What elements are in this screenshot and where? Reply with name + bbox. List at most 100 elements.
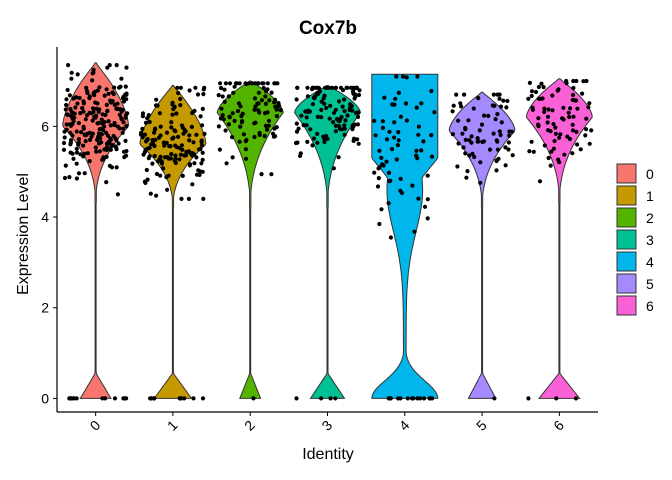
data-point: [263, 89, 269, 94]
data-point: [414, 105, 419, 110]
data-point: [377, 221, 382, 227]
data-point: [99, 140, 104, 145]
data-point: [462, 92, 467, 97]
data-point: [99, 132, 104, 137]
data-point: [83, 139, 88, 144]
data-point: [305, 94, 310, 99]
data-point: [164, 130, 170, 135]
data-point: [120, 96, 125, 101]
legend-key: [616, 251, 637, 272]
data-point: [466, 118, 471, 123]
data-point: [193, 85, 198, 90]
data-point: [527, 80, 533, 85]
data-point: [553, 125, 558, 130]
data-point: [200, 106, 205, 111]
data-point: [64, 102, 69, 108]
data-point: [65, 87, 70, 93]
data-point: [108, 123, 113, 128]
data-point: [160, 166, 165, 171]
y-tick-label: 2: [41, 300, 49, 316]
data-point: [396, 138, 401, 143]
data-point: [506, 147, 511, 152]
data-point: [412, 229, 417, 234]
data-point: [328, 396, 333, 401]
data-point: [87, 96, 92, 101]
data-point: [331, 166, 336, 171]
y-tick-label: 6: [41, 118, 49, 134]
data-point: [380, 125, 386, 130]
data-point: [556, 157, 561, 162]
data-point: [186, 196, 191, 201]
data-point: [178, 103, 183, 108]
data-point: [74, 146, 79, 151]
data-point: [238, 104, 243, 109]
data-point: [548, 163, 553, 168]
data-point: [148, 191, 153, 196]
data-point: [333, 123, 338, 128]
data-point: [587, 141, 592, 146]
data-point: [551, 122, 556, 127]
data-point: [355, 114, 361, 119]
data-point: [419, 101, 424, 106]
data-point: [319, 115, 324, 120]
data-point: [324, 134, 329, 139]
data-point: [200, 396, 206, 401]
data-point: [394, 157, 399, 162]
data-point: [348, 102, 353, 107]
data-point: [337, 99, 342, 104]
data-point: [172, 128, 177, 133]
data-point: [68, 150, 73, 155]
data-point: [150, 161, 155, 166]
data-point: [140, 114, 145, 119]
data-point: [182, 396, 187, 401]
data-point: [230, 111, 235, 116]
data-point: [121, 126, 126, 131]
data-point: [123, 84, 128, 89]
data-point: [583, 133, 588, 138]
data-point: [548, 129, 553, 134]
data-point: [176, 134, 181, 139]
data-point: [90, 71, 95, 76]
data-point: [68, 107, 73, 112]
data-point: [192, 108, 197, 113]
data-point: [167, 144, 172, 149]
data-point: [147, 154, 152, 159]
data-point: [469, 134, 474, 139]
data-point: [416, 196, 421, 201]
data-point: [256, 90, 261, 95]
data-point: [310, 102, 316, 107]
data-point: [510, 153, 515, 158]
data-point: [218, 85, 224, 91]
data-point: [394, 74, 399, 79]
data-point: [78, 111, 83, 116]
violin-4: [371, 73, 439, 399]
data-point: [276, 101, 281, 106]
data-point: [334, 117, 340, 122]
x-tick-label: 4: [396, 417, 413, 434]
x-tick-label: 2: [241, 417, 258, 434]
data-point: [567, 114, 572, 120]
data-point: [310, 85, 316, 90]
data-point: [294, 121, 299, 126]
data-point: [169, 152, 174, 157]
data-point: [398, 396, 403, 401]
data-point: [112, 396, 118, 401]
data-point: [85, 90, 90, 96]
data-point: [80, 106, 85, 111]
data-point: [159, 161, 165, 166]
data-point: [76, 171, 82, 176]
data-point: [165, 155, 170, 160]
data-point: [272, 81, 277, 86]
data-point: [432, 110, 437, 115]
data-point: [325, 85, 330, 90]
data-point: [294, 396, 299, 401]
data-point: [76, 140, 82, 145]
data-point: [455, 164, 460, 169]
data-point: [384, 137, 390, 142]
data-point: [396, 130, 401, 135]
data-point: [102, 93, 107, 98]
data-point: [354, 85, 360, 90]
data-point: [74, 129, 79, 134]
data-point: [580, 91, 585, 96]
data-point: [246, 81, 251, 86]
